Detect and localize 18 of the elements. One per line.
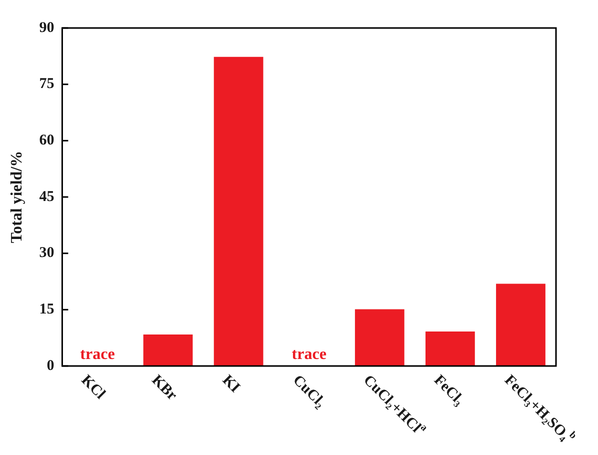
bar	[425, 331, 475, 366]
bar	[354, 309, 404, 366]
annotation: trace	[292, 346, 326, 364]
bar	[214, 56, 264, 366]
y-tick-label: 75	[39, 76, 54, 92]
annotation: trace	[80, 346, 115, 364]
x-tick-label: KCl	[78, 372, 108, 402]
y-axis-title: Total yield/%	[8, 150, 26, 244]
y-tick-label: 0	[46, 358, 54, 374]
y-tick-label: 30	[39, 245, 54, 262]
y-tick-label: 90	[39, 20, 54, 36]
bar	[143, 334, 193, 366]
y-tick-label: 15	[39, 302, 54, 318]
x-tick-label: KI	[218, 372, 243, 396]
y-tick-label: 60	[39, 132, 54, 149]
bar	[496, 284, 546, 366]
x-tick-label: KBr	[148, 372, 180, 404]
y-tick-label: 45	[39, 188, 54, 205]
